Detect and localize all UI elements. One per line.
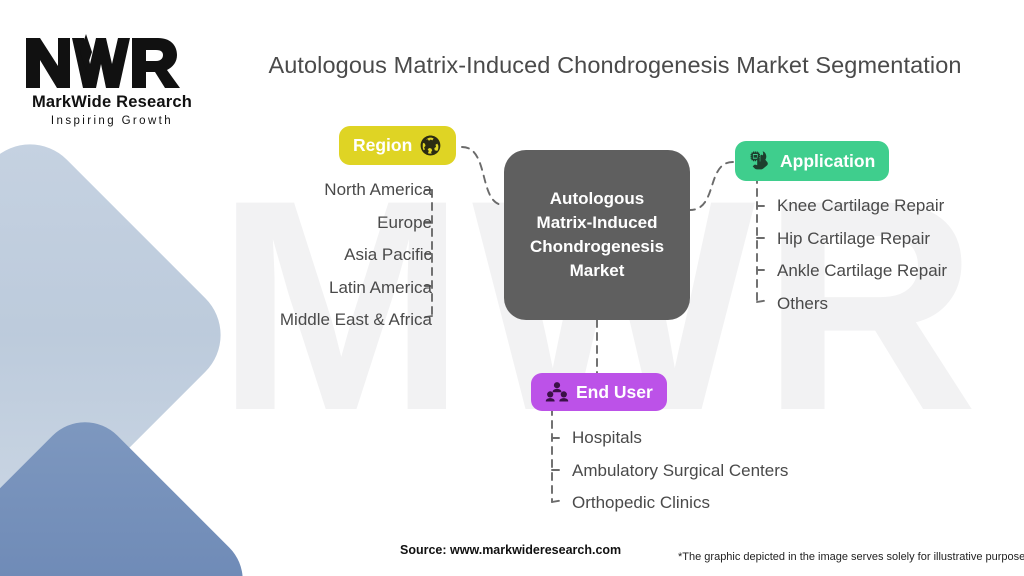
leaf-item-end-user: Ambulatory Surgical Centers	[572, 460, 789, 480]
branch-label-end-user: End User	[576, 381, 653, 402]
leaf-item-application: Ankle Cartilage Repair	[777, 261, 948, 280]
leaf-list-end-user: Hospitals Ambulatory Surgical Centers Or…	[572, 429, 788, 527]
enduser-stubs	[551, 437, 566, 503]
leaf-item-region: Asia Pacific	[344, 245, 432, 264]
leaf-list-application: Knee Cartilage Repair Hip Cartilage Repa…	[777, 197, 947, 327]
center-node: Autologous Matrix-Induced Chondrogenesis…	[504, 150, 690, 320]
connector-region	[461, 146, 505, 206]
globe-icon	[419, 134, 442, 157]
leaf-item-region: Latin America	[329, 277, 432, 297]
center-node-line: Market	[569, 261, 625, 281]
leaf-item-region: North America	[324, 180, 432, 199]
connector-application	[689, 161, 734, 211]
branch-badge-end-user[interactable]: End User	[531, 373, 667, 411]
application-stubs	[756, 205, 771, 303]
branch-label-application: Application	[780, 150, 876, 171]
branch-badge-region[interactable]: Region	[339, 126, 457, 165]
leaf-item-end-user: Orthopedic Clinics	[572, 493, 710, 512]
footer-source: Source: www.markwideresearch.com	[400, 543, 622, 557]
brand-logo: MarkWide Research Inspiring Growth	[22, 30, 202, 127]
leaf-item-region: Europe	[377, 212, 432, 232]
branch-badge-application[interactable]: Application	[735, 141, 890, 181]
branch-label-region: Region	[353, 135, 413, 155]
region-stubs	[418, 189, 433, 319]
footer-disclaimer: *The graphic depicted in the image serve…	[678, 551, 1024, 563]
logo-company-name: MarkWide Research	[31, 93, 193, 111]
mwr-logo-icon	[26, 34, 180, 88]
leaf-item-end-user: Hospitals	[572, 428, 642, 447]
center-node-line: Matrix-Induced	[536, 212, 658, 232]
hand-chip-icon	[749, 149, 773, 173]
center-node-line: Autologous	[549, 188, 645, 208]
page-title: Autologous Matrix-Induced Chondrogenesis…	[268, 52, 962, 78]
leaf-item-region: Middle East & Africa	[279, 310, 432, 329]
leaf-item-application: Knee Cartilage Repair	[777, 196, 945, 215]
center-node-line: Chondrogenesis	[529, 237, 665, 256]
leaf-list-region: North America Europe Asia Pacific Latin …	[180, 181, 432, 344]
leaf-item-application: Others	[777, 293, 829, 313]
people-group-icon	[545, 381, 569, 403]
logo-tagline: Inspiring Growth	[50, 115, 174, 127]
leaf-item-application: Hip Cartilage Repair	[777, 228, 931, 248]
